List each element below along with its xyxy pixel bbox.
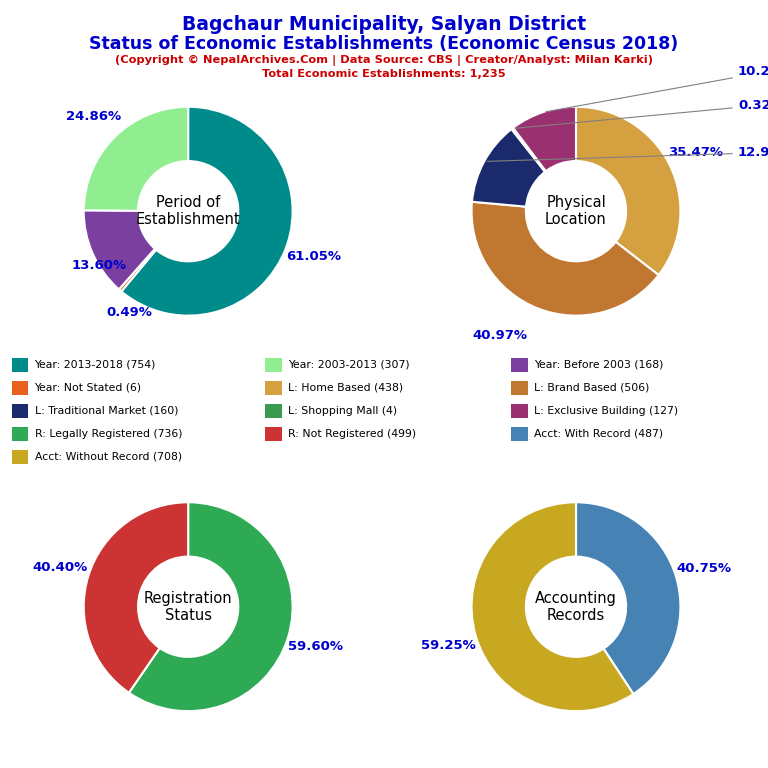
Text: 35.47%: 35.47% bbox=[668, 146, 723, 159]
Text: 24.86%: 24.86% bbox=[67, 110, 121, 123]
Text: R: Not Registered (499): R: Not Registered (499) bbox=[288, 429, 416, 439]
Text: 0.49%: 0.49% bbox=[106, 306, 152, 319]
Wedge shape bbox=[129, 502, 293, 711]
Text: Physical
Location: Physical Location bbox=[545, 195, 607, 227]
Text: 10.28%: 10.28% bbox=[545, 65, 768, 112]
Text: Accounting
Records: Accounting Records bbox=[535, 591, 617, 623]
Text: Acct: With Record (487): Acct: With Record (487) bbox=[534, 429, 663, 439]
Wedge shape bbox=[472, 129, 545, 207]
Wedge shape bbox=[576, 107, 680, 275]
Text: L: Traditional Market (160): L: Traditional Market (160) bbox=[35, 406, 178, 416]
Text: L: Exclusive Building (127): L: Exclusive Building (127) bbox=[534, 406, 678, 416]
Text: L: Brand Based (506): L: Brand Based (506) bbox=[534, 382, 649, 393]
Text: 40.97%: 40.97% bbox=[472, 329, 527, 342]
Text: 13.60%: 13.60% bbox=[71, 259, 127, 272]
Wedge shape bbox=[511, 127, 546, 172]
Text: Year: Before 2003 (168): Year: Before 2003 (168) bbox=[534, 359, 663, 370]
Wedge shape bbox=[472, 202, 659, 316]
Text: 61.05%: 61.05% bbox=[286, 250, 342, 263]
Wedge shape bbox=[121, 107, 293, 316]
Text: 40.40%: 40.40% bbox=[33, 561, 88, 574]
Text: L: Shopping Mall (4): L: Shopping Mall (4) bbox=[288, 406, 397, 416]
Wedge shape bbox=[513, 107, 576, 171]
Text: Period of
Establishment: Period of Establishment bbox=[136, 195, 240, 227]
Text: Year: 2003-2013 (307): Year: 2003-2013 (307) bbox=[288, 359, 409, 370]
Wedge shape bbox=[576, 502, 680, 694]
Text: 40.75%: 40.75% bbox=[677, 562, 732, 575]
Wedge shape bbox=[84, 502, 188, 693]
Text: 12.96%: 12.96% bbox=[487, 146, 768, 161]
Wedge shape bbox=[472, 502, 634, 711]
Text: Year: Not Stated (6): Year: Not Stated (6) bbox=[35, 382, 141, 393]
Wedge shape bbox=[84, 210, 155, 290]
Text: Year: 2013-2018 (754): Year: 2013-2018 (754) bbox=[35, 359, 156, 370]
Wedge shape bbox=[119, 249, 156, 292]
Text: Bagchaur Municipality, Salyan District: Bagchaur Municipality, Salyan District bbox=[182, 15, 586, 35]
Text: R: Legally Registered (736): R: Legally Registered (736) bbox=[35, 429, 182, 439]
Text: Total Economic Establishments: 1,235: Total Economic Establishments: 1,235 bbox=[262, 69, 506, 79]
Text: L: Home Based (438): L: Home Based (438) bbox=[288, 382, 403, 393]
Text: Status of Economic Establishments (Economic Census 2018): Status of Economic Establishments (Econo… bbox=[89, 35, 679, 52]
Text: 0.32%: 0.32% bbox=[515, 99, 768, 128]
Text: (Copyright © NepalArchives.Com | Data Source: CBS | Creator/Analyst: Milan Karki: (Copyright © NepalArchives.Com | Data So… bbox=[115, 55, 653, 66]
Wedge shape bbox=[84, 107, 188, 210]
Text: 59.60%: 59.60% bbox=[288, 640, 343, 653]
Text: 59.25%: 59.25% bbox=[421, 638, 475, 651]
Text: Acct: Without Record (708): Acct: Without Record (708) bbox=[35, 452, 182, 462]
Text: Registration
Status: Registration Status bbox=[144, 591, 233, 623]
